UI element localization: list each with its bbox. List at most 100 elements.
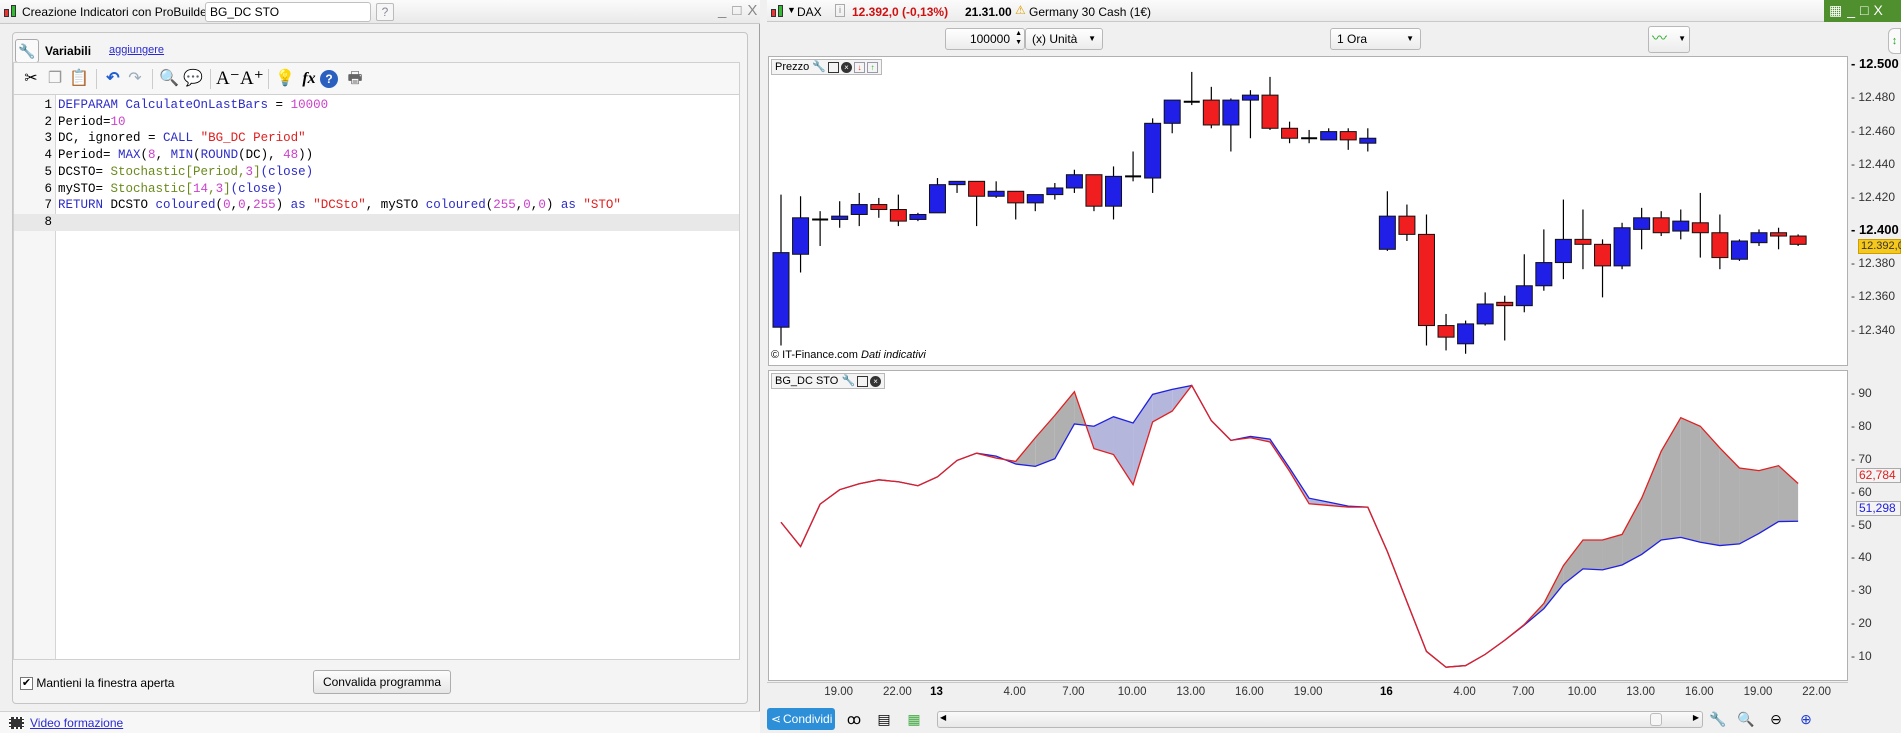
lightbulb-icon[interactable]: 💡 xyxy=(275,70,295,87)
link-settings-icon[interactable]: ꝏ xyxy=(846,711,862,727)
time-axis[interactable]: 19.00 22.00 13 4.00 7.00 10.00 13.00 16.00 19.00… xyxy=(767,682,1848,704)
maximize-icon[interactable]: □ xyxy=(732,2,748,19)
time-tick-label: 7.00 xyxy=(1512,686,1535,698)
code-line[interactable]: 7 RETURN DCSTO coloured(0,0,255) as "DCSt… xyxy=(14,197,739,214)
chevron-down-icon[interactable]: ▼ xyxy=(787,5,796,15)
candle xyxy=(1065,169,1083,193)
candle xyxy=(1672,209,1690,240)
code-editor[interactable]: 1 DEFPARAM CalculateOnLastBars = 10000 2 Pe… xyxy=(13,94,740,660)
chart-type-icon[interactable] xyxy=(771,5,785,19)
instrument-name[interactable]: DAX xyxy=(797,5,822,19)
video-training-link[interactable]: Video formazione xyxy=(30,716,124,730)
code-line[interactable]: 1 DEFPARAM CalculateOnLastBars = 10000 xyxy=(14,97,739,114)
code-line[interactable]: 2 Period=10 xyxy=(14,114,739,131)
line-number: 2 xyxy=(44,114,52,129)
indicator-chart[interactable] xyxy=(769,371,1849,682)
move-up-icon[interactable]: ↑ xyxy=(867,61,879,73)
close-circle-icon[interactable]: × xyxy=(870,375,882,387)
keep-open-checkbox-row[interactable]: ✔ Mantieni la finestra aperta xyxy=(20,676,174,691)
code-token: Period= xyxy=(58,114,111,129)
chart-scrollbar[interactable]: ◀ ▶ xyxy=(937,711,1703,728)
code-token: CALL xyxy=(163,131,194,146)
wrench-icon[interactable]: 🔧 xyxy=(15,39,39,63)
scroll-thumb[interactable] xyxy=(1650,713,1662,726)
candle-body-up xyxy=(1554,238,1572,264)
code-line[interactable]: 3 DC, ignored = CALL "BG_DC Period" xyxy=(14,130,739,147)
chart-settings-icon[interactable]: 🔧 xyxy=(1709,711,1727,727)
window-icon[interactable] xyxy=(857,375,869,387)
candle-body-down xyxy=(1496,301,1514,307)
minimize-icon[interactable]: _ xyxy=(1847,2,1861,18)
font-decrease-icon[interactable]: A⁻ xyxy=(216,68,240,89)
move-down-icon[interactable]: ↓ xyxy=(854,61,866,73)
undo-icon[interactable]: ↶ xyxy=(106,70,120,87)
band-fill xyxy=(1759,465,1779,534)
timeframe-select[interactable]: 1 Ora ▼ xyxy=(1330,28,1421,50)
help-icon[interactable]: ? xyxy=(320,70,338,88)
search-icon[interactable]: 🔍 xyxy=(159,70,179,87)
maximize-icon[interactable]: □ xyxy=(1860,2,1874,18)
side-panel-toggle-icon[interactable]: ↕ xyxy=(1888,28,1901,54)
editor-toolbar: ✂ ❐ 📋 ↶ ↷ 🔍 💬 A⁻ A⁺ 💡 fx ? 🖶 xyxy=(13,62,740,94)
add-indicator-button[interactable]: 〰 ▼ xyxy=(1648,26,1690,53)
close-circle-icon[interactable]: × xyxy=(841,61,853,73)
wrench-icon[interactable]: 🔧 xyxy=(841,375,856,387)
scroll-left-icon[interactable]: ◀ xyxy=(940,713,947,722)
indicator-tick-label: - 30 xyxy=(1851,583,1872,598)
code-line[interactable]: 8 xyxy=(14,213,739,231)
candle-body-down xyxy=(1789,235,1807,245)
help-document-icon[interactable]: ? xyxy=(376,3,394,21)
code-line[interactable]: 4 Period= MAX(8, MIN(ROUND(DC), 48)) xyxy=(14,147,739,164)
code-token: , xyxy=(245,198,254,213)
candle-body-up xyxy=(928,184,946,214)
indicator-axis[interactable]: - 90 - 80 - 70 - 60 - 50 - 40 - 30 - 20 - 10 51,2… xyxy=(1848,370,1901,681)
chart-window: ▼ DAX i 12.392,0 (-0,13%) 21.31.00 ⚠ Ger… xyxy=(767,0,1901,733)
price-chart[interactable] xyxy=(769,57,1849,367)
add-variable-link[interactable]: aggiungere xyxy=(109,44,165,56)
line-number-gutter xyxy=(14,95,56,659)
redo-icon[interactable]: ↷ xyxy=(128,70,142,87)
zoom-in-icon[interactable]: ⊕ xyxy=(1800,711,1812,727)
candle-body-up xyxy=(1613,227,1631,267)
code-line[interactable]: 5 DCSTO= Stochastic[Period,3](close) xyxy=(14,164,739,181)
close-icon[interactable]: X xyxy=(1873,2,1888,18)
candle xyxy=(968,180,986,227)
close-icon[interactable]: X xyxy=(747,2,764,19)
print-icon[interactable]: 🖶 xyxy=(347,70,363,87)
window-icon[interactable] xyxy=(828,61,840,73)
scroll-right-icon[interactable]: ▶ xyxy=(1692,713,1699,722)
keep-open-checkbox[interactable]: ✔ xyxy=(20,677,33,691)
zoom-out-icon[interactable]: ⊖ xyxy=(1770,711,1782,727)
price-axis[interactable]: - 12.500 - 12.480 - 12.460 - 12.440 - 12.420… xyxy=(1848,56,1901,366)
code-token: (close) xyxy=(230,181,284,196)
candle-body-up xyxy=(1163,99,1181,124)
function-icon[interactable]: fx xyxy=(302,70,316,87)
code-token: 48 xyxy=(283,148,299,163)
indicator-name-input[interactable] xyxy=(205,2,371,22)
candle xyxy=(1515,254,1533,313)
heatmap-icon[interactable]: ▦ xyxy=(907,711,921,727)
stepper-arrows-icon[interactable]: ▲ ▼ xyxy=(1015,30,1022,46)
candle xyxy=(1730,239,1748,261)
auto-zoom-icon[interactable]: 🔍 xyxy=(1737,711,1755,727)
paste-icon[interactable]: 📋 xyxy=(69,70,89,87)
report-icon[interactable]: ▤ xyxy=(877,711,891,727)
font-increase-icon[interactable]: A⁺ xyxy=(240,68,264,89)
comment-icon[interactable]: 💬 xyxy=(183,70,203,87)
cut-icon[interactable]: ✂ xyxy=(24,70,38,87)
candle xyxy=(1026,194,1044,212)
wrench-icon[interactable]: 🔧 xyxy=(812,61,827,73)
quantity-stepper[interactable]: 100000 ▲ ▼ xyxy=(945,28,1025,50)
app-logo-icon xyxy=(4,5,18,19)
band-fill xyxy=(1641,451,1662,555)
validate-program-button[interactable]: Convalida programma xyxy=(313,670,451,694)
copy-icon[interactable]: ❐ xyxy=(47,70,63,87)
info-icon[interactable]: i xyxy=(835,4,845,17)
candle-body-up xyxy=(1476,303,1494,325)
share-button[interactable]: ⋖ Condividi xyxy=(767,708,835,730)
minimize-icon[interactable]: _ xyxy=(718,2,733,19)
candle-body-down xyxy=(1202,99,1220,126)
code-line[interactable]: 6 mySTO= Stochastic[14,3](close) xyxy=(14,181,739,198)
keyboard-icon[interactable]: ▦ xyxy=(1829,2,1848,18)
unit-select[interactable]: (x) Unità ▼ xyxy=(1025,28,1103,50)
